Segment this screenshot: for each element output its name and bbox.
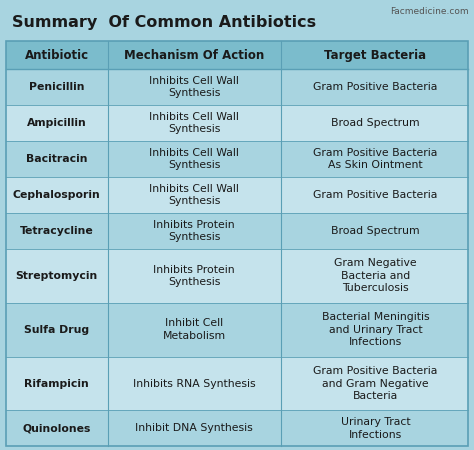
Text: Inhibits Protein
Synthesis: Inhibits Protein Synthesis <box>153 265 235 287</box>
FancyBboxPatch shape <box>6 249 468 303</box>
FancyBboxPatch shape <box>6 69 468 105</box>
Text: Streptomycin: Streptomycin <box>16 271 98 281</box>
Text: Penicillin: Penicillin <box>29 82 84 92</box>
Text: Bacitracin: Bacitracin <box>26 154 87 164</box>
FancyBboxPatch shape <box>6 141 468 177</box>
FancyBboxPatch shape <box>6 105 468 141</box>
FancyBboxPatch shape <box>6 303 468 356</box>
Text: Inhibits Cell Wall
Synthesis: Inhibits Cell Wall Synthesis <box>149 184 239 206</box>
Text: Sulfa Drug: Sulfa Drug <box>24 325 89 335</box>
Text: Gram Positive Bacteria: Gram Positive Bacteria <box>313 190 438 200</box>
Text: Inhibit DNA Synthesis: Inhibit DNA Synthesis <box>135 423 253 433</box>
Text: Rifampicin: Rifampicin <box>24 378 89 388</box>
FancyBboxPatch shape <box>6 410 468 446</box>
Text: Gram Negative
Bacteria and
Tuberculosis: Gram Negative Bacteria and Tuberculosis <box>334 258 417 293</box>
Text: Mechanism Of Action: Mechanism Of Action <box>124 49 264 62</box>
FancyBboxPatch shape <box>6 4 468 41</box>
Text: Summary  Of Common Antibiotics: Summary Of Common Antibiotics <box>12 15 316 31</box>
Text: Inhibit Cell
Metabolism: Inhibit Cell Metabolism <box>163 319 226 341</box>
Text: Ampicillin: Ampicillin <box>27 118 87 128</box>
Text: Bacterial Meningitis
and Urinary Tract
Infections: Bacterial Meningitis and Urinary Tract I… <box>321 312 429 347</box>
Text: Tetracycline: Tetracycline <box>20 226 93 236</box>
FancyBboxPatch shape <box>6 41 468 69</box>
Text: Facmedicine.com: Facmedicine.com <box>390 7 468 16</box>
Text: Inhibits RNA Synthesis: Inhibits RNA Synthesis <box>133 378 255 388</box>
Text: Gram Positive Bacteria: Gram Positive Bacteria <box>313 82 438 92</box>
Text: Quinolones: Quinolones <box>22 423 91 433</box>
Text: Antibiotic: Antibiotic <box>25 49 89 62</box>
Text: Urinary Tract
Infections: Urinary Tract Infections <box>341 417 410 440</box>
Text: Inhibits Cell Wall
Synthesis: Inhibits Cell Wall Synthesis <box>149 148 239 170</box>
FancyBboxPatch shape <box>6 177 468 213</box>
Text: Inhibits Cell Wall
Synthesis: Inhibits Cell Wall Synthesis <box>149 112 239 135</box>
FancyBboxPatch shape <box>6 356 468 410</box>
Text: Inhibits Cell Wall
Synthesis: Inhibits Cell Wall Synthesis <box>149 76 239 99</box>
Text: Gram Positive Bacteria
and Gram Negative
Bacteria: Gram Positive Bacteria and Gram Negative… <box>313 366 438 401</box>
Text: Gram Positive Bacteria
As Skin Ointment: Gram Positive Bacteria As Skin Ointment <box>313 148 438 170</box>
Text: Cephalosporin: Cephalosporin <box>13 190 100 200</box>
Text: Inhibits Protein
Synthesis: Inhibits Protein Synthesis <box>153 220 235 242</box>
Text: Broad Spectrum: Broad Spectrum <box>331 118 419 128</box>
Text: Broad Spectrum: Broad Spectrum <box>331 226 419 236</box>
Text: Target Bacteria: Target Bacteria <box>324 49 427 62</box>
FancyBboxPatch shape <box>6 213 468 249</box>
